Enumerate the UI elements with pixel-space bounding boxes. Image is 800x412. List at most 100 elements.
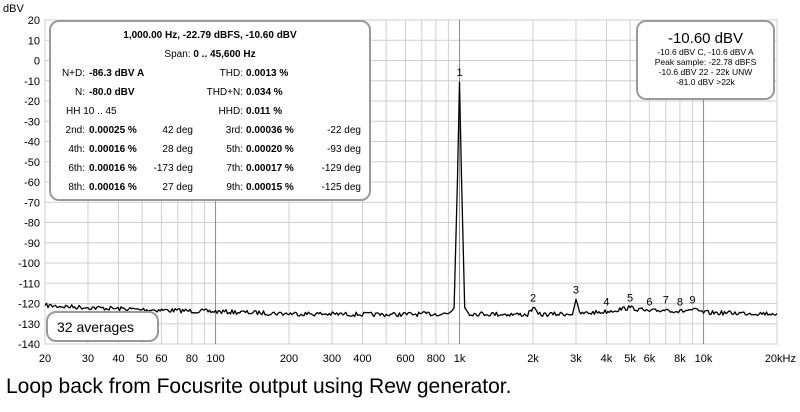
y-tick-label: -60	[24, 177, 40, 189]
y-tick-label: -90	[24, 238, 40, 250]
level-unweighted: -10.6 dBV 22 - 22k UNW	[658, 67, 753, 77]
harmonic-phase: 28 deg	[162, 144, 193, 155]
harmonic-value: 0.00017 %	[246, 163, 294, 174]
thdn-label: THD+N:	[206, 87, 243, 98]
y-tick-label: -30	[24, 116, 40, 128]
harmonic-marker-2: 2	[530, 293, 536, 305]
harmonic-marker-8: 8	[677, 297, 683, 309]
harmonic-phase: 27 deg	[162, 182, 193, 193]
y-tick-label: -130	[18, 319, 40, 331]
thd-label: THD:	[219, 68, 243, 79]
hhd-value: 0.011 %	[246, 106, 283, 117]
x-tick-label: 50	[136, 353, 148, 365]
x-tick-labels: 20 30 40 50 60 80 100 200 300 400 600 800 1k 2k 3k 4k 5k…	[39, 353, 796, 365]
y-tick-label: -140	[18, 339, 40, 351]
x-tick-label: 20	[39, 353, 51, 365]
thd-value: 0.0013 %	[246, 68, 289, 79]
harmonic-label: 9th:	[226, 182, 243, 193]
harmonic-value: 0.00016 %	[89, 144, 137, 155]
harmonic-marker-9: 9	[689, 295, 695, 307]
x-tick-label: 60	[155, 353, 167, 365]
harmonic-marker-1: 1	[456, 67, 462, 79]
y-tick-label: -110	[19, 278, 40, 290]
nd-label: N+D:	[61, 68, 85, 79]
y-tick-label: -120	[18, 299, 40, 311]
y-tick-label: -70	[24, 197, 40, 209]
harmonic-label: 4th:	[68, 144, 85, 155]
x-tick-label: 6k	[644, 353, 656, 365]
harmonic-value: 0.00025 %	[89, 125, 137, 136]
x-tick-label: 600	[396, 353, 414, 365]
y-tick-label: -50	[24, 157, 40, 169]
span-label: Span:	[164, 49, 191, 60]
harmonic-value: 0.00036 %	[246, 125, 294, 136]
harmonic-phase: 42 deg	[162, 125, 193, 136]
harmonic-phase: -173 deg	[153, 163, 193, 174]
x-tick-label: 30	[82, 353, 94, 365]
caption: Loop back from Focusrite output using Re…	[6, 375, 512, 398]
harmonic-phase: -129 deg	[321, 163, 361, 174]
level-readout-box: -10.60 dBV -10.6 dBV C, -10.6 dBV A Peak…	[636, 20, 775, 100]
averages-badge: 32 averages	[46, 311, 159, 342]
harmonic-label: 5th:	[226, 144, 243, 155]
harmonic-label: 6th:	[68, 163, 85, 174]
thdn-value: 0.034 %	[246, 87, 283, 98]
harmonic-value: 0.00016 %	[89, 163, 137, 174]
x-tick-label: 80	[186, 353, 198, 365]
x-tick-label: 20kHz	[765, 353, 796, 365]
harmonic-value: 0.00016 %	[89, 182, 137, 193]
distortion-info-box: 1,000.00 Hz, -22.79 dBFS, -10.60 dBV Spa…	[49, 20, 371, 201]
y-tick-label: 20	[28, 15, 40, 27]
x-tick-label: 10k	[695, 353, 713, 365]
spectrum-trace	[44, 81, 778, 318]
harmonic-label: 2nd:	[65, 125, 85, 136]
x-tick-label: 8k	[674, 353, 686, 365]
hh-range-label: HH 10 .. 45	[66, 106, 117, 117]
level-weighted: -10.6 dBV C, -10.6 dBV A	[657, 47, 754, 57]
hhd-label: HHD:	[218, 106, 243, 117]
fundamental-summary: 1,000.00 Hz, -22.79 dBFS, -10.60 dBV	[123, 30, 297, 41]
n-value: -80.0 dBV	[89, 87, 135, 98]
nd-value: -86.3 dBV A	[89, 68, 145, 79]
harmonic-marker-6: 6	[646, 297, 652, 309]
harmonic-phase: -93 deg	[327, 144, 361, 155]
level-peak-sample: Peak sample: -22.78 dBFS	[654, 57, 757, 67]
y-tick-label: -10	[24, 76, 40, 88]
y-tick-label: -40	[24, 137, 40, 149]
x-tick-label: 100	[206, 353, 224, 365]
harmonic-label: 7th:	[226, 163, 243, 174]
span-line: Span: 0 .. 45,600 Hz	[51, 49, 369, 60]
n-label: N:	[75, 87, 85, 98]
level-main-value: -10.60 dBV	[667, 30, 744, 47]
y-tick-label: -80	[24, 218, 40, 230]
y-tick-label: -100	[18, 258, 40, 270]
harmonic-marker-7: 7	[663, 295, 669, 307]
x-tick-label: 3k	[570, 353, 582, 365]
level-above-22k: -81.0 dBV >22k	[676, 77, 735, 87]
harmonic-phase: -22 deg	[327, 125, 361, 136]
x-tick-label: 2k	[527, 353, 539, 365]
harmonic-value: 0.00015 %	[246, 182, 294, 193]
harmonic-marker-4: 4	[603, 297, 609, 309]
x-tick-label: 400	[353, 353, 371, 365]
harmonic-marker-5: 5	[627, 293, 633, 305]
x-tick-label: 800	[427, 353, 445, 365]
harmonic-label: 3rd:	[225, 125, 243, 136]
y-tick-label: 10	[28, 35, 40, 47]
harmonic-value: 0.00020 %	[246, 144, 294, 155]
x-tick-label: 200	[280, 353, 298, 365]
span-value: 0 .. 45,600 Hz	[193, 49, 256, 60]
harmonic-label: 8th:	[68, 182, 85, 193]
y-tick-label: 0	[34, 56, 40, 68]
y-axis-label: dBV	[3, 3, 24, 15]
harmonic-phase: -125 deg	[321, 182, 361, 193]
harmonic-marker-3: 3	[573, 284, 579, 296]
x-tick-label: 40	[112, 353, 124, 365]
y-tick-label: -20	[24, 96, 40, 108]
harmonic-markers: 1 2 3 4 5 6 7 8 9	[456, 67, 695, 309]
x-tick-label: 4k	[601, 353, 613, 365]
x-tick-label: 5k	[624, 353, 636, 365]
x-tick-label: 300	[323, 353, 341, 365]
y-tick-labels: 20 10 0 -10 -20 -30 -40 -50 -60 -70 -80 -90 -100 -110…	[18, 15, 40, 351]
x-tick-label: 1k	[454, 353, 466, 365]
